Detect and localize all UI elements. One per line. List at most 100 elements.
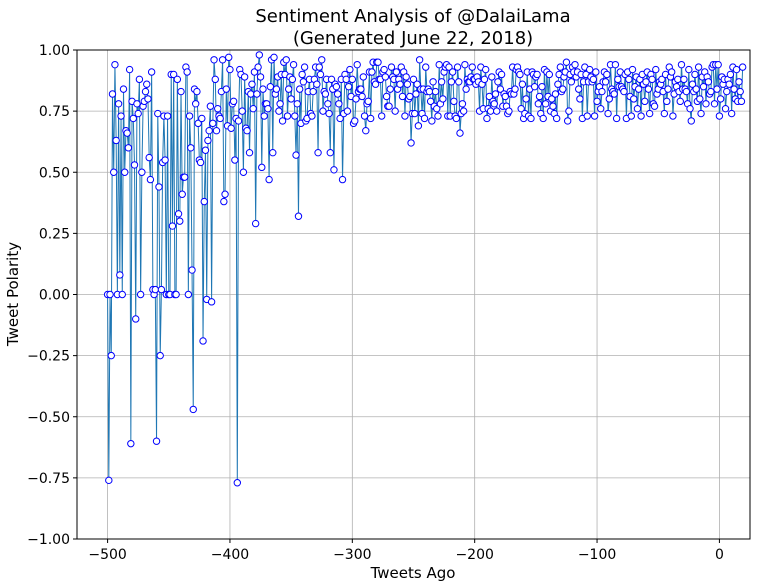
data-point (151, 285, 160, 294)
data-point (254, 63, 262, 71)
data-point (493, 107, 501, 115)
data-point (565, 107, 573, 115)
data-point (452, 114, 461, 123)
data-point (258, 163, 266, 172)
data-point (567, 78, 576, 86)
data-point (191, 100, 200, 108)
data-point (559, 85, 567, 93)
data-point (326, 148, 334, 157)
data-point (358, 92, 366, 101)
y-tick-label: −0.50 (27, 410, 70, 426)
data-point (287, 95, 295, 103)
data-point (571, 60, 579, 69)
data-point (381, 73, 390, 81)
data-point (362, 126, 370, 135)
data-point (214, 104, 222, 113)
x-axis-ticks: −500 −400 −300 −200 −100 0 (88, 539, 724, 563)
data-point (233, 479, 242, 487)
data-point (111, 60, 119, 69)
data-point (327, 75, 336, 84)
data-point (545, 70, 554, 79)
data-point (406, 92, 414, 101)
data-point (210, 56, 218, 64)
data-point (226, 65, 234, 74)
x-axis-label: Tweets Ago (370, 564, 456, 582)
data-point (127, 439, 135, 448)
data-point (377, 112, 386, 120)
data-point (346, 65, 354, 74)
data-point (183, 68, 191, 76)
data-point (338, 175, 347, 184)
data-point (680, 75, 688, 84)
data-point (256, 73, 265, 81)
data-point (530, 82, 539, 91)
data-point (660, 109, 669, 118)
data-point (667, 68, 676, 76)
data-point (664, 85, 672, 93)
data-point (637, 112, 645, 120)
y-tick-label: 1.00 (39, 43, 70, 59)
data-point (243, 126, 251, 135)
y-axis-label: Tweet Polarity (4, 242, 22, 347)
data-point (634, 85, 643, 93)
data-point (211, 75, 219, 84)
data-point (194, 119, 202, 128)
data-point (185, 112, 194, 120)
data-point (343, 107, 352, 115)
data-point (692, 85, 700, 93)
data-point (335, 100, 343, 108)
data-point (218, 56, 227, 64)
data-point (434, 112, 442, 120)
data-point (402, 73, 410, 81)
data-point (291, 112, 299, 120)
data-point (283, 112, 292, 120)
data-point (486, 107, 495, 115)
data-point (198, 114, 206, 123)
data-point (278, 117, 287, 125)
data-point (732, 65, 741, 74)
data-point (610, 90, 618, 98)
data-point (642, 78, 650, 86)
data-point (603, 70, 611, 79)
data-point (371, 80, 380, 88)
data-point (234, 117, 243, 125)
data-point (255, 51, 264, 59)
data-point (563, 117, 572, 125)
data-point (324, 100, 332, 108)
data-point (231, 156, 239, 164)
data-point (414, 122, 423, 130)
data-point (539, 114, 547, 123)
data-point (155, 183, 163, 191)
data-point (676, 97, 684, 106)
data-point (447, 78, 456, 86)
data-point (366, 114, 375, 123)
data-point (687, 117, 695, 125)
data-point (374, 58, 382, 66)
data-point (177, 87, 185, 96)
data-point (505, 107, 513, 115)
data-point (114, 100, 123, 108)
data-point (645, 109, 654, 118)
data-point (583, 112, 591, 120)
data-point (533, 70, 541, 79)
data-point (316, 70, 325, 79)
data-point (156, 351, 164, 360)
data-point (422, 63, 430, 71)
data-point (145, 153, 153, 162)
data-point (612, 114, 621, 123)
data-point (458, 100, 467, 108)
data-point (266, 82, 275, 91)
data-point (461, 60, 469, 69)
data-point (118, 290, 126, 299)
data-point (308, 112, 316, 120)
data-point (737, 97, 746, 106)
data-point (147, 68, 156, 76)
data-point (516, 70, 524, 79)
data-point (605, 95, 613, 103)
data-point (250, 68, 259, 76)
data-point (360, 112, 369, 120)
data-point (696, 95, 704, 103)
data-point (726, 70, 735, 79)
data-point (245, 148, 254, 157)
data-point (453, 63, 462, 71)
